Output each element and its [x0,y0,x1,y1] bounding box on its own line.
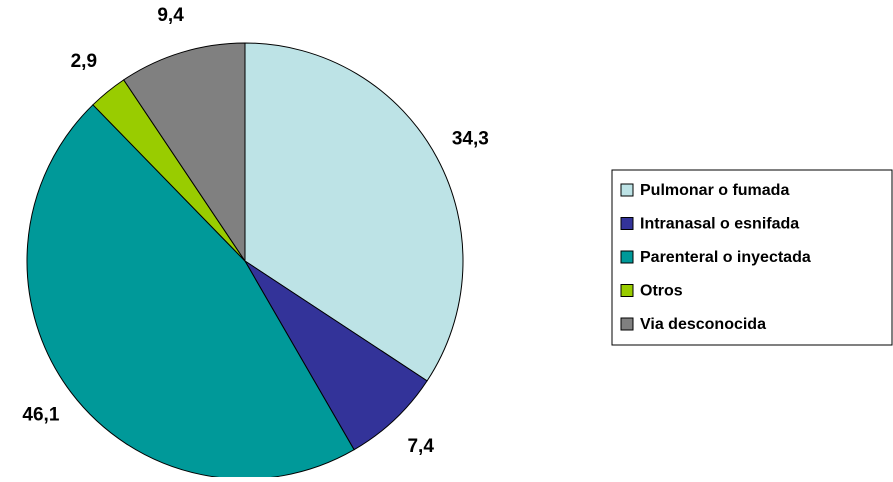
pie-slice [244,260,428,451]
legend-label: Via desconocida [640,316,766,333]
legend-swatch [620,250,634,264]
legend-swatch [620,183,634,197]
legend-label: Pulmonar o fumada [640,182,789,199]
legend-swatch [620,317,634,331]
data-label: 34,3 [452,129,489,150]
legend-label: Otros [640,283,683,300]
legend-box [611,169,893,346]
legend-label: Intranasal o esnifada [640,216,799,233]
pie-slice [123,42,246,263]
data-label: 9,4 [157,5,184,26]
legend-swatch [620,217,634,230]
legend-swatch [620,284,634,297]
legend-label: Parenteral o inyectada [640,249,811,266]
data-label: 7,4 [407,436,434,457]
data-label: 46,1 [22,405,59,426]
data-label: 2,9 [71,51,97,72]
